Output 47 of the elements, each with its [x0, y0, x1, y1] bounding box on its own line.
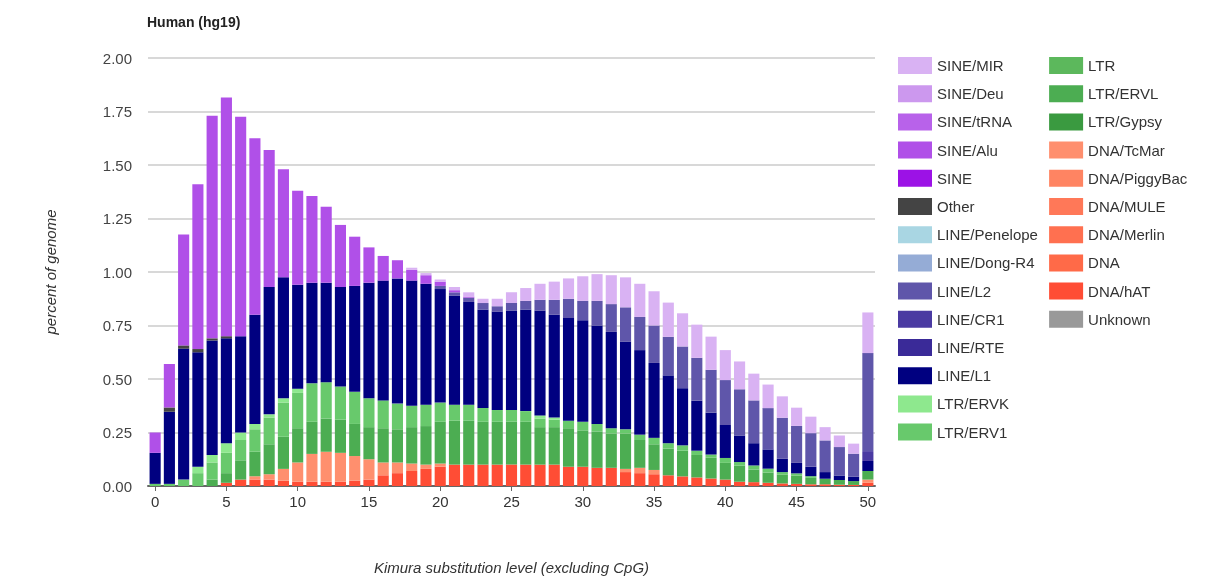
x-tick-label: 25 — [503, 493, 520, 510]
y-axis-title: percent of genome — [42, 209, 59, 336]
legend-label: DNA/TcMar — [1088, 141, 1165, 159]
legend-label: LTR — [1088, 57, 1116, 74]
y-tick-label: 0.75 — [102, 317, 132, 334]
legend-label: LINE/L1 — [937, 367, 992, 385]
legend-label: LINE/Dong-R4 — [937, 254, 1035, 272]
legend-label: LTR/ERV1 — [937, 423, 1008, 441]
legend-label: Unknown — [1088, 310, 1151, 328]
y-tick-label: 1.50 — [102, 156, 132, 174]
legend-label: DNA/Merlin — [1088, 226, 1165, 244]
legend-label: LINE/CR1 — [937, 310, 1005, 328]
y-tick-label: 1.00 — [102, 263, 132, 281]
legend-label: DNA — [1088, 254, 1120, 272]
legend-label: DNA/MULE — [1088, 198, 1166, 215]
x-tick-label: 5 — [222, 493, 231, 510]
legend-label: Other — [937, 198, 975, 215]
legend-label: SINE/Deu — [937, 85, 1004, 103]
x-tick-label: 0 — [150, 493, 160, 510]
y-tick-label: 1.75 — [102, 103, 132, 120]
x-tick-label: 35 — [645, 493, 663, 510]
x-tick-label: 30 — [574, 493, 592, 510]
legend-label: DNA/hAT — [1088, 282, 1151, 300]
x-tick-label: 20 — [431, 493, 449, 510]
legend-label: LTR/ERVL — [1088, 85, 1159, 103]
y-tick-label: 0.00 — [102, 477, 132, 495]
y-tick-label: 2.00 — [102, 49, 132, 67]
y-tick-label: 0.25 — [102, 424, 132, 441]
x-tick-label: 40 — [716, 493, 734, 510]
legend-label: SINE/tRNA — [937, 113, 1013, 131]
legend-label: SINE — [937, 169, 973, 187]
legend-label: SINE/MIR — [937, 57, 1004, 74]
x-tick-label: 45 — [788, 493, 805, 510]
x-tick-label: 50 — [859, 493, 877, 510]
legend-label: LINE/Penelope — [937, 226, 1038, 244]
legend-label: LINE/L2 — [937, 282, 992, 300]
x-axis-title: Kimura substitution level (excluding CpG) — [373, 559, 650, 576]
legend-label: DNA/PiggyBac — [1088, 169, 1188, 187]
legend-label: LTR/ERVK — [937, 395, 1009, 413]
legend-label: LINE/RTE — [937, 339, 1005, 356]
x-tick-label: 15 — [360, 493, 378, 510]
legend-label: SINE/Alu — [937, 141, 998, 159]
x-tick-label: 10 — [289, 493, 307, 510]
y-tick-label: 1.25 — [102, 210, 132, 227]
y-tick-label: 0.50 — [102, 370, 132, 388]
legend-label: LTR/Gypsy — [1088, 113, 1163, 131]
chart-title: Human (hg19) — [147, 14, 241, 30]
